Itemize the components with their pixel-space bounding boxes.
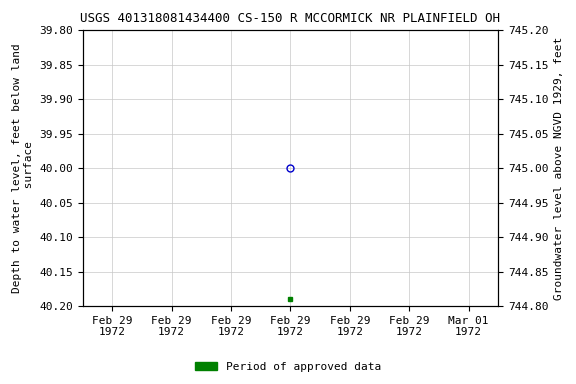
- Y-axis label: Groundwater level above NGVD 1929, feet: Groundwater level above NGVD 1929, feet: [554, 36, 564, 300]
- Y-axis label: Depth to water level, feet below land
 surface: Depth to water level, feet below land su…: [12, 43, 33, 293]
- Legend: Period of approved data: Period of approved data: [191, 358, 385, 377]
- Title: USGS 401318081434400 CS-150 R MCCORMICK NR PLAINFIELD OH: USGS 401318081434400 CS-150 R MCCORMICK …: [81, 12, 501, 25]
